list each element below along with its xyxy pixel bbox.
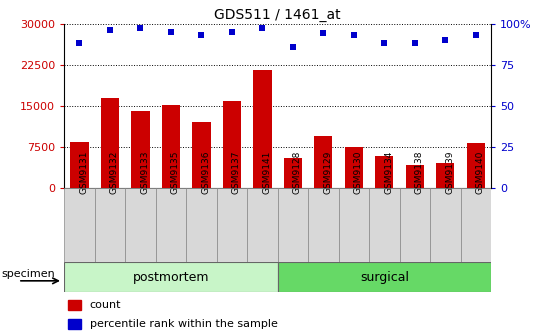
Point [258, 26, 267, 31]
Text: GSM9128: GSM9128 [293, 151, 302, 194]
Text: postmortem: postmortem [133, 271, 209, 284]
Text: GSM9134: GSM9134 [384, 151, 393, 194]
Text: GSM9137: GSM9137 [232, 151, 241, 194]
Point [136, 26, 145, 31]
Point [319, 31, 328, 36]
Bar [466, 143, 485, 188]
Point [105, 28, 114, 33]
Bar [125, 188, 156, 262]
Title: GDS511 / 1461_at: GDS511 / 1461_at [214, 8, 341, 23]
Bar [339, 188, 369, 262]
Text: GSM9136: GSM9136 [201, 151, 210, 194]
Bar [314, 136, 333, 188]
Point [228, 29, 237, 35]
Point [197, 32, 206, 38]
Bar [436, 164, 454, 188]
Text: percentile rank within the sample: percentile rank within the sample [90, 319, 278, 329]
Bar [69, 319, 81, 329]
Bar [64, 262, 277, 292]
Bar [345, 147, 363, 188]
Point [441, 37, 450, 43]
Bar [253, 70, 272, 188]
Text: GSM9138: GSM9138 [415, 151, 424, 194]
Bar [375, 156, 393, 188]
Bar [369, 188, 400, 262]
Text: surgical: surgical [360, 271, 409, 284]
Text: GSM9135: GSM9135 [171, 151, 180, 194]
Bar [430, 188, 460, 262]
Bar [186, 188, 217, 262]
Point [349, 32, 358, 38]
Bar [223, 101, 241, 188]
Bar [278, 188, 308, 262]
Text: GSM9130: GSM9130 [354, 151, 363, 194]
Point [166, 29, 175, 35]
Bar [278, 262, 491, 292]
Text: GSM9129: GSM9129 [323, 151, 333, 194]
Bar [156, 188, 186, 262]
Bar [283, 158, 302, 188]
Point [410, 41, 419, 46]
Bar [192, 122, 210, 188]
Bar [308, 188, 339, 262]
Point [288, 44, 297, 49]
Bar [217, 188, 247, 262]
Bar [101, 98, 119, 188]
Text: GSM9141: GSM9141 [262, 151, 271, 194]
Text: GSM9133: GSM9133 [141, 151, 150, 194]
Bar [64, 188, 95, 262]
Bar [162, 105, 180, 188]
Text: GSM9132: GSM9132 [110, 151, 119, 194]
Text: GSM9131: GSM9131 [79, 151, 88, 194]
Bar [460, 188, 491, 262]
Bar [69, 300, 81, 310]
Bar [406, 165, 424, 188]
Text: count: count [90, 300, 121, 310]
Text: GSM9140: GSM9140 [476, 151, 485, 194]
Bar [400, 188, 430, 262]
Point [472, 32, 480, 38]
Point [380, 41, 389, 46]
Text: specimen: specimen [1, 268, 55, 279]
Text: GSM9139: GSM9139 [445, 151, 454, 194]
Bar [95, 188, 125, 262]
Bar [70, 141, 89, 188]
Bar [131, 111, 150, 188]
Bar [247, 188, 277, 262]
Point [75, 41, 84, 46]
